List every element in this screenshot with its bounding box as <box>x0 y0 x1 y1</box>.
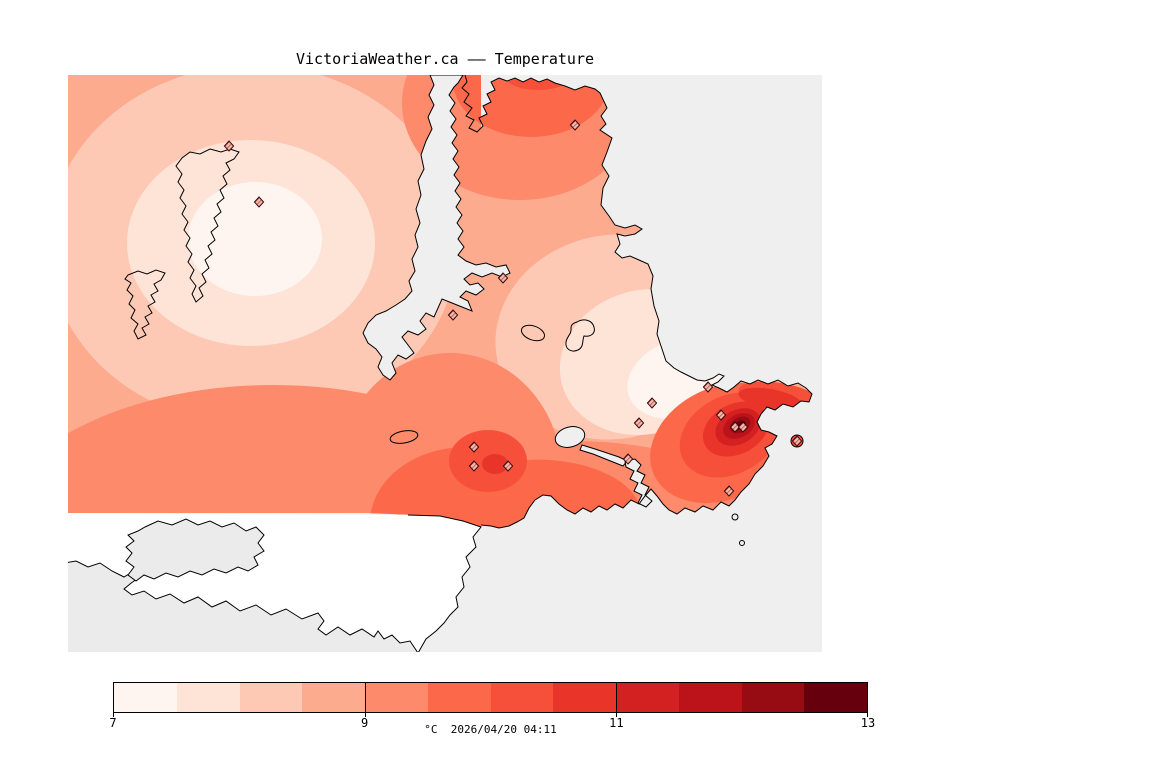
colorbar-tick-label: 11 <box>609 716 624 730</box>
colorbar-segment <box>176 683 240 712</box>
nodata-land-east-sooke <box>125 518 265 582</box>
colorbar-segment <box>678 683 742 712</box>
colorbar-segment <box>490 683 554 712</box>
colorbar-segment <box>804 683 867 712</box>
lake-outline-langford <box>389 430 419 444</box>
coastline-saanich-victoria <box>461 75 813 529</box>
lake-outline-prospect <box>520 324 546 342</box>
colorbar-segment <box>302 683 365 712</box>
colorbar-caption: °C 2026/04/20 04:11 <box>424 723 557 736</box>
colorbar-segment <box>553 683 616 712</box>
colorbar-tick-line <box>616 682 618 713</box>
saanich-inlet-water <box>362 75 511 381</box>
islet-trial <box>731 513 739 521</box>
islet-race <box>739 540 745 546</box>
temperature-map <box>68 75 822 652</box>
colorbar-tick-label: 7 <box>109 716 117 730</box>
colorbar-tick-stub <box>616 713 618 717</box>
colorbar <box>113 682 868 713</box>
colorbar-segment <box>427 683 491 712</box>
esquimalt-harbour-water <box>554 426 586 448</box>
colorbar-segment <box>365 683 428 712</box>
colorbar-segment <box>616 683 679 712</box>
lake-outline-shawnigan <box>175 148 240 303</box>
colorbar-tick-label: 13 <box>860 716 876 730</box>
page-title: VictoriaWeather.ca —— Temperature <box>295 50 594 68</box>
lake-outline-elk-beaver <box>565 319 595 352</box>
colorbar-segment <box>741 683 805 712</box>
colorbar-tick-label: 9 <box>361 716 369 730</box>
colorbar-segment <box>114 683 177 712</box>
domain-edge-coastline <box>407 514 482 652</box>
victoria-harbour-water <box>624 458 653 508</box>
colorbar-tick-line <box>364 682 366 713</box>
colorbar-segment <box>239 683 303 712</box>
colorbar-tick-stub <box>113 713 114 717</box>
colorbar-segments <box>114 683 867 712</box>
colorbar-tick-stub <box>867 713 868 717</box>
colorbar-tick-stub <box>364 713 366 717</box>
lake-outline-sooke <box>124 269 166 340</box>
map-canvas <box>68 75 822 652</box>
